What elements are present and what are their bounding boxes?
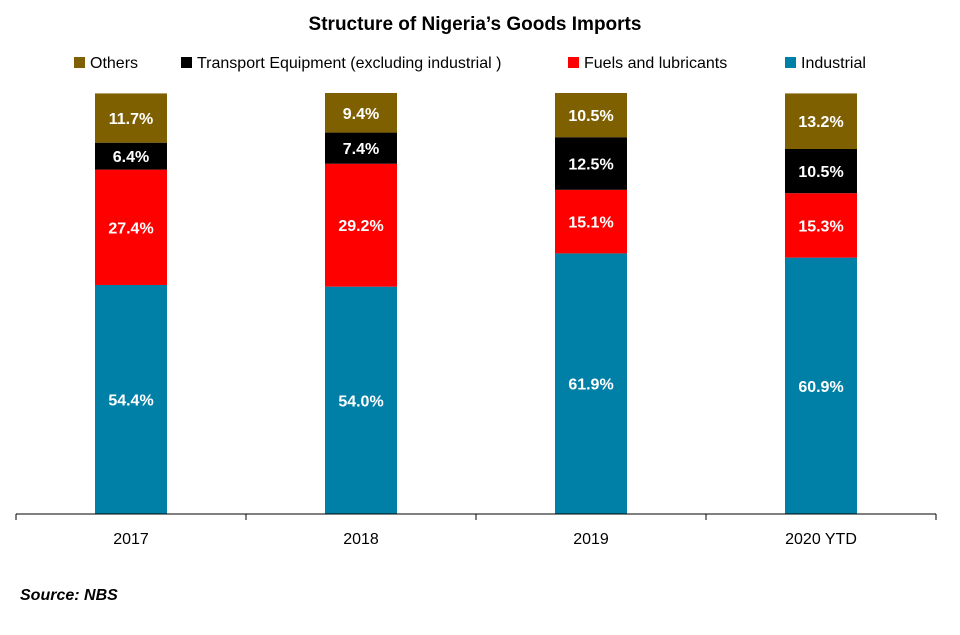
bar-segment-industrial-2020-ytd	[785, 257, 857, 514]
legend: Others Transport Equipment (excluding ind…	[74, 55, 866, 72]
data-label-fuels-and-lubricants-2019: 15.1%	[568, 215, 613, 232]
legend-swatch-transport-equipment-excluding-industrial	[181, 57, 192, 68]
legend-label-industrial: Industrial	[801, 55, 866, 72]
x-tick-label-2019: 2019	[573, 531, 609, 548]
legend-swatch-others	[74, 57, 85, 68]
legend-swatch-industrial	[785, 57, 796, 68]
data-label-fuels-and-lubricants-2017: 27.4%	[108, 220, 153, 237]
data-label-others-2020-ytd: 13.2%	[798, 114, 843, 131]
legend-label-transport-equipment-excluding-industrial: Transport Equipment (excluding industria…	[197, 55, 501, 72]
bar-segment-fuels-and-lubricants-2020-ytd	[785, 193, 857, 258]
bar-segment-fuels-and-lubricants-2018	[325, 163, 397, 287]
bars-group: 54.4% 27.4% 6.4% 11.7% 54.0% 29.2% 7.4% 9.4% 61.…	[95, 93, 857, 514]
x-tick-label-2018: 2018	[343, 531, 379, 548]
data-label-transport-equipment-excluding-industrial-2018: 7.4%	[343, 141, 379, 158]
legend-label-fuels-and-lubricants: Fuels and lubricants	[584, 55, 727, 72]
data-label-industrial-2018: 54.0%	[338, 393, 383, 410]
bar-segment-transport-equipment-excluding-industrial-2019	[555, 137, 627, 190]
data-label-fuels-and-lubricants-2020-ytd: 15.3%	[798, 218, 843, 235]
bar-segment-industrial-2018	[325, 286, 397, 514]
bar-segment-others-2018	[325, 93, 397, 133]
data-label-transport-equipment-excluding-industrial-2019: 12.5%	[568, 157, 613, 174]
x-axis: 2017 2018 2019 2020 YTD	[15, 513, 937, 548]
data-label-others-2019: 10.5%	[568, 108, 613, 125]
data-label-others-2018: 9.4%	[343, 106, 379, 123]
bar-segment-others-2019	[555, 93, 627, 138]
bar-segment-others-2020-ytd	[785, 93, 857, 149]
data-label-transport-equipment-excluding-industrial-2017: 6.4%	[113, 149, 149, 166]
bar-segment-fuels-and-lubricants-2019	[555, 189, 627, 254]
source-note: Source: NBS	[20, 587, 118, 604]
bar-segment-industrial-2017	[95, 284, 167, 514]
bar-segment-transport-equipment-excluding-industrial-2020-ytd	[785, 148, 857, 194]
data-label-industrial-2019: 61.9%	[568, 377, 613, 394]
data-label-fuels-and-lubricants-2018: 29.2%	[338, 218, 383, 235]
data-label-others-2017: 11.7%	[109, 111, 153, 128]
data-label-transport-equipment-excluding-industrial-2020-ytd: 10.5%	[798, 164, 843, 181]
bar-segment-transport-equipment-excluding-industrial-2017	[95, 142, 167, 170]
bar-segment-fuels-and-lubricants-2017	[95, 169, 167, 285]
x-tick-label-2017: 2017	[113, 531, 149, 548]
bar-segment-industrial-2019	[555, 253, 627, 514]
x-tick-label-2020-ytd: 2020 YTD	[785, 531, 857, 548]
legend-swatch-fuels-and-lubricants	[568, 57, 579, 68]
chart-title: Structure of Nigeria’s Goods Imports	[309, 14, 642, 35]
data-label-industrial-2020-ytd: 60.9%	[798, 379, 843, 396]
bar-segment-others-2017	[95, 93, 167, 143]
legend-label-others: Others	[90, 55, 138, 72]
data-label-industrial-2017: 54.4%	[108, 392, 153, 409]
bar-segment-transport-equipment-excluding-industrial-2018	[325, 132, 397, 164]
